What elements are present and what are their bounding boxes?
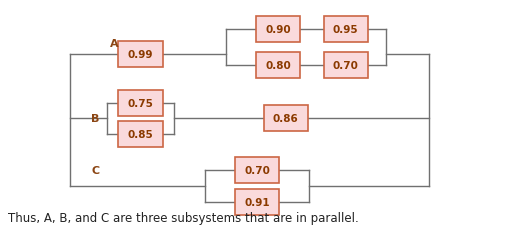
Text: 0.86: 0.86	[273, 114, 299, 124]
FancyBboxPatch shape	[235, 189, 279, 215]
FancyBboxPatch shape	[264, 106, 308, 132]
Text: 0.95: 0.95	[333, 25, 359, 35]
FancyBboxPatch shape	[323, 17, 367, 43]
Text: 0.70: 0.70	[333, 61, 359, 71]
Text: 0.85: 0.85	[128, 130, 153, 140]
FancyBboxPatch shape	[118, 122, 163, 148]
FancyBboxPatch shape	[323, 53, 367, 79]
Text: 0.75: 0.75	[128, 98, 153, 108]
FancyBboxPatch shape	[256, 53, 300, 79]
FancyBboxPatch shape	[256, 17, 300, 43]
Text: 0.80: 0.80	[265, 61, 291, 71]
Text: Thus, A, B, and C are three subsystems that are in parallel.: Thus, A, B, and C are three subsystems t…	[8, 211, 359, 224]
Text: 0.70: 0.70	[244, 166, 270, 176]
Text: 0.90: 0.90	[265, 25, 291, 35]
Text: A: A	[110, 38, 119, 48]
FancyBboxPatch shape	[235, 158, 279, 184]
Text: C: C	[91, 166, 99, 176]
Text: B: B	[91, 114, 99, 124]
FancyBboxPatch shape	[118, 90, 163, 116]
FancyBboxPatch shape	[118, 42, 163, 68]
Text: 0.91: 0.91	[245, 197, 270, 207]
Text: 0.99: 0.99	[128, 50, 153, 60]
